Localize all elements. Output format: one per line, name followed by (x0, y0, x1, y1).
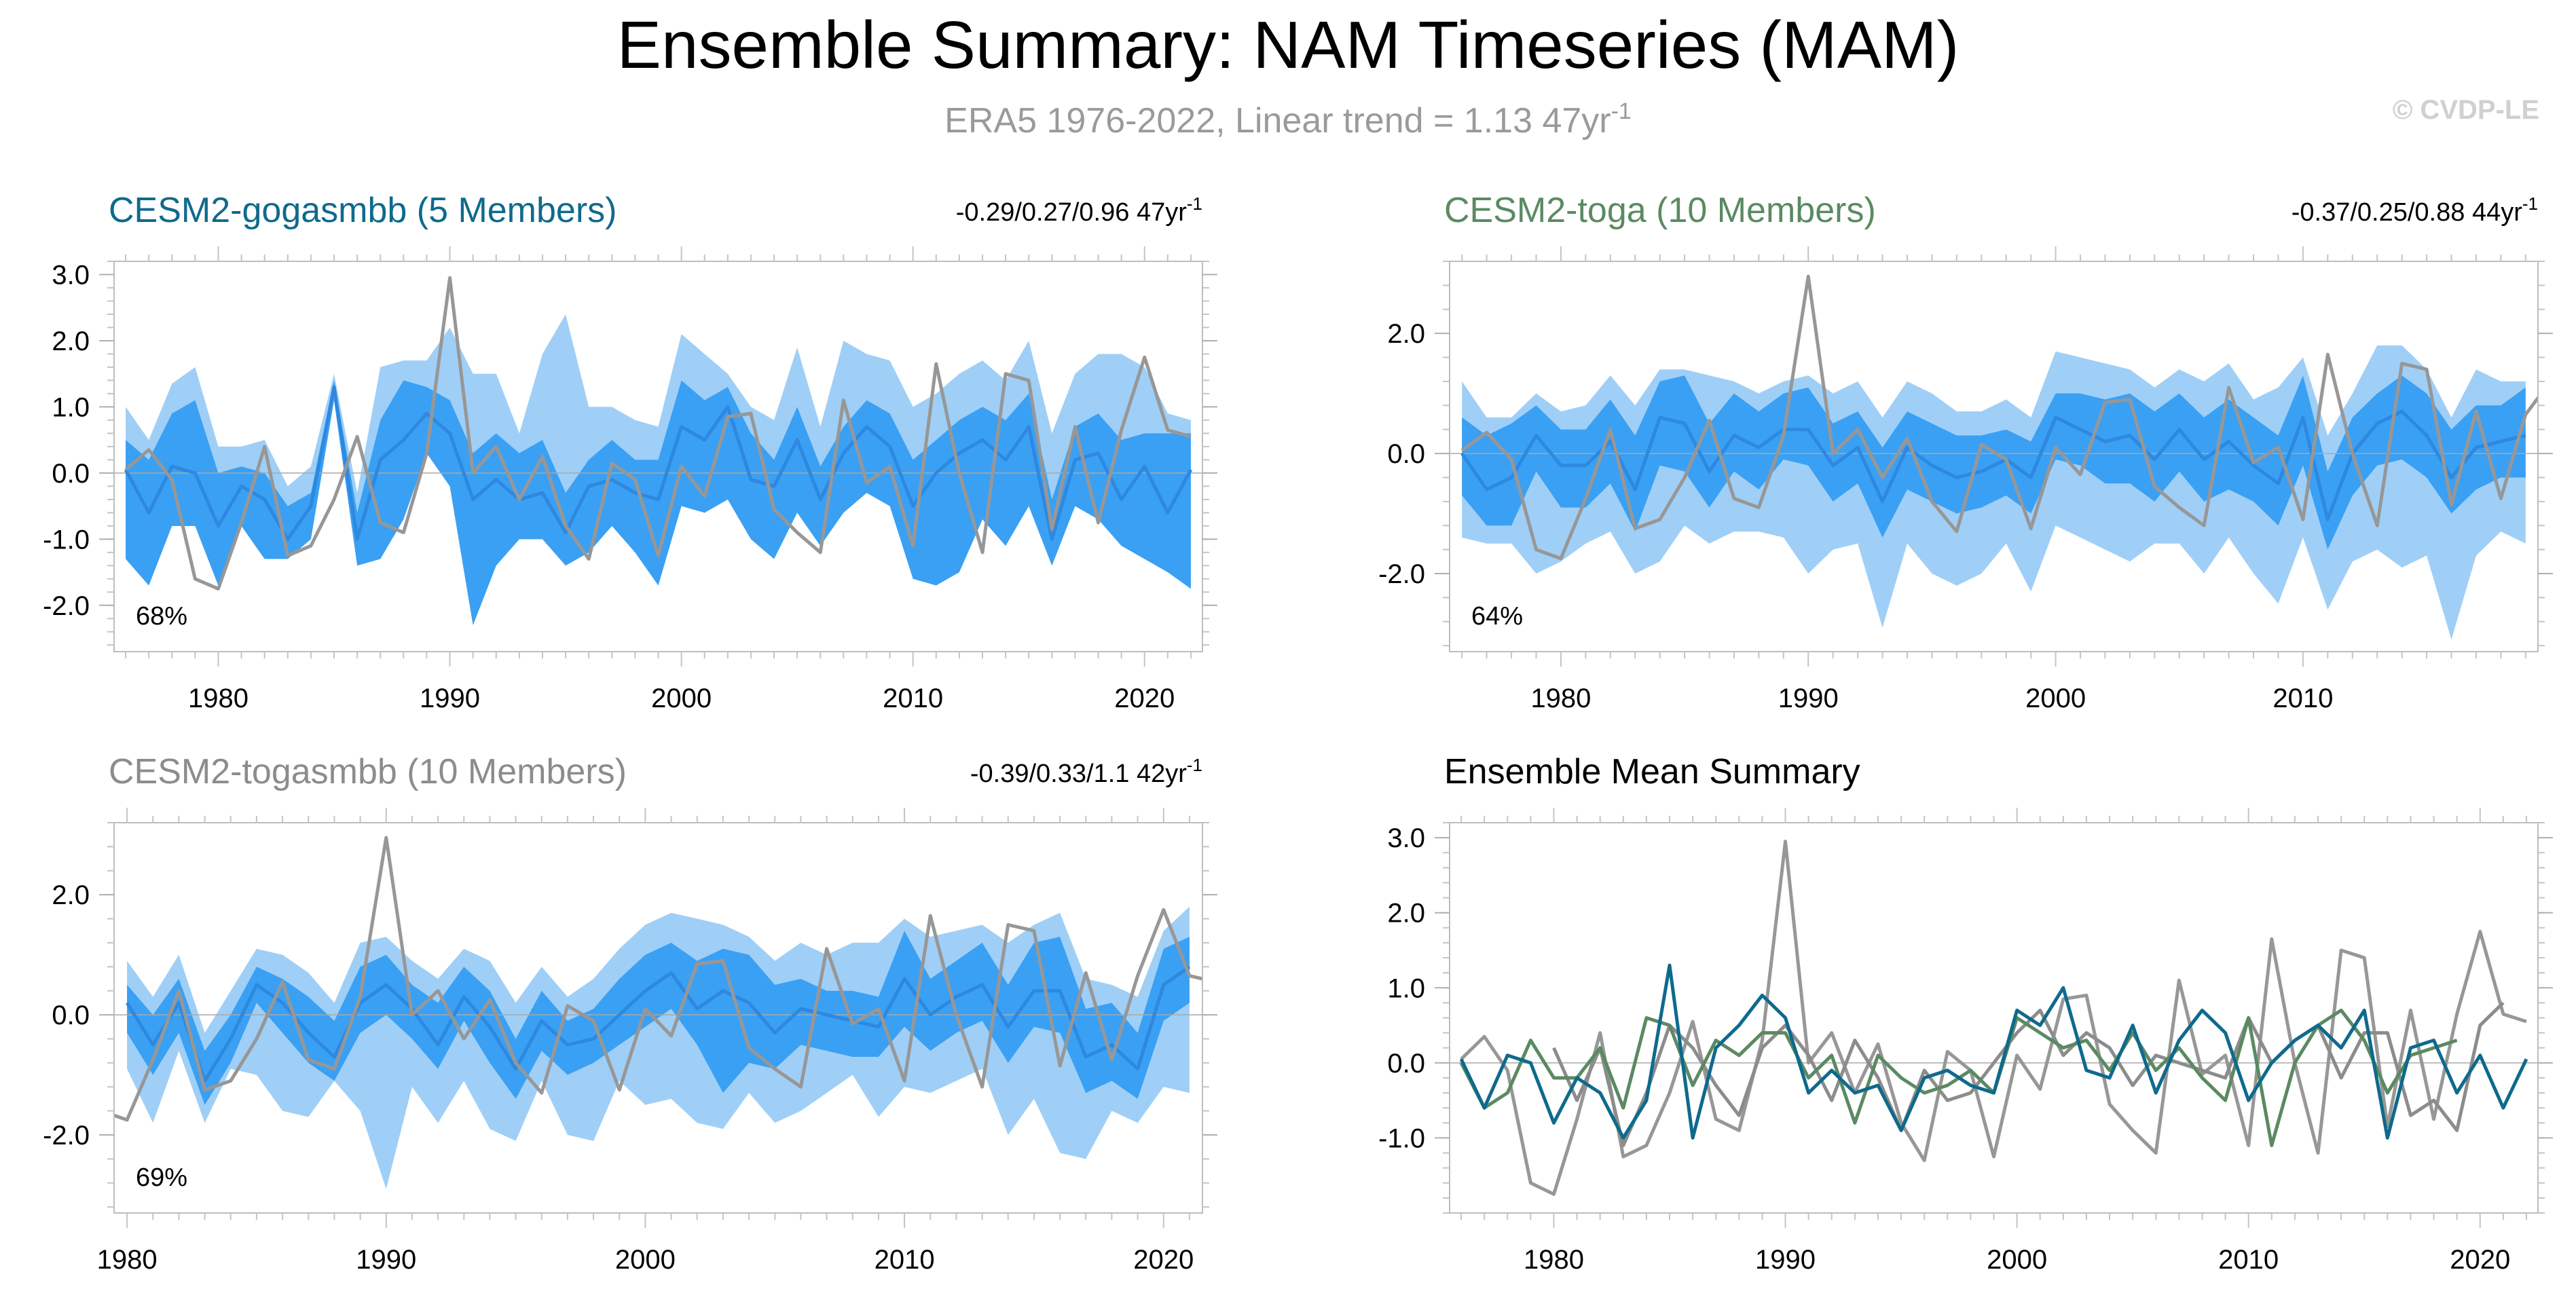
panel-stats-label: -0.37/0.25/0.88 44yr-1 (2292, 193, 2538, 227)
series-line-obs (1460, 840, 2527, 1196)
y-tick-label: 0.0 (52, 1001, 90, 1030)
y-tick-label: -2.0 (1378, 559, 1425, 589)
stats-superscript: -1 (2522, 193, 2538, 214)
ensemble-mean-line (125, 965, 1191, 1083)
inner-spread-band (1462, 375, 2526, 550)
x-tick-label: 1990 (356, 1245, 416, 1275)
x-tick-label: 2010 (2273, 684, 2333, 713)
y-tick-label: 2.0 (1387, 319, 1425, 349)
panel-togasmbb: 2.0 0.0 -2.0 1980 1990 2000 2010 2020 CESM2-toga… (43, 752, 1217, 1275)
y-tick-label: 3.0 (52, 260, 90, 290)
panel-title: CESM2-gogasmbb (5 Members) (109, 191, 617, 230)
plot-area (114, 836, 1202, 1189)
x-tick-label: 2020 (1114, 684, 1175, 713)
x-tick-label: 1990 (420, 684, 480, 713)
y-tick-label: -1.0 (1378, 1123, 1425, 1153)
subtitle-main: ERA5 1976-2022, Linear trend = 1.13 47yr (944, 101, 1611, 141)
y-tick-label: -1.0 (43, 525, 90, 555)
y-tick-label: -2.0 (43, 591, 90, 621)
y-tick-label: 2.0 (1387, 899, 1425, 929)
x-tick-label: 2000 (1987, 1245, 2047, 1275)
panel-stats-label: -0.29/0.27/0.96 47yr-1 (956, 193, 1202, 227)
plot-frame (113, 822, 1203, 1214)
figure-title: Ensemble Summary: NAM Timeseries (MAM) (617, 7, 1959, 82)
percent-label: 69% (136, 1163, 187, 1192)
stats-value: -0.37/0.25/0.88 44yr (2292, 198, 2522, 227)
x-tick-label: 2010 (875, 1245, 935, 1275)
observed-line (124, 276, 1192, 591)
panel-title: Ensemble Mean Summary (1444, 752, 1860, 791)
copyright-label: © CVDP-LE (2393, 95, 2539, 125)
plot-area (114, 276, 1202, 626)
plot-frame (1449, 261, 2539, 652)
x-tick-label: 1980 (188, 684, 249, 713)
y-tick-label: 1.0 (52, 392, 90, 422)
x-tick-label: 2010 (883, 684, 943, 713)
percent-label: 64% (1471, 602, 1523, 631)
x-tick-label: 2000 (615, 1245, 676, 1275)
stats-superscript: -1 (1187, 193, 1202, 214)
inner-spread-band (126, 380, 1191, 626)
series-line-gogasmbb (1459, 963, 2528, 1140)
y-tick-label: 0.0 (1387, 1049, 1425, 1079)
x-tick-label: 2010 (2218, 1245, 2279, 1275)
y-tick-label: -2.0 (43, 1121, 90, 1151)
x-tick-label: 1990 (1755, 1245, 1816, 1275)
x-tick-label: 1990 (1778, 684, 1839, 713)
y-tick-label: 2.0 (52, 880, 90, 910)
panel-title: CESM2-toga (10 Members) (1444, 191, 1876, 230)
panel-toga: 2.0 0.0 -2.0 1980 1990 2000 2010 CESM2-toga (10… (1378, 191, 2553, 713)
observed-line (1460, 274, 2538, 561)
stats-value: -0.39/0.33/1.1 42yr (970, 760, 1187, 788)
series-line-togasmbb (1552, 1001, 2505, 1147)
y-tick-label: 2.0 (52, 326, 90, 356)
panel-title: CESM2-togasmbb (10 Members) (109, 752, 627, 791)
subtitle-superscript: -1 (1611, 98, 1632, 124)
figure-subtitle: ERA5 1976-2022, Linear trend = 1.13 47yr… (944, 98, 1632, 141)
y-tick-label: 3.0 (1387, 823, 1425, 853)
y-tick-label: 0.0 (1387, 439, 1425, 469)
panel-stats-label: -0.39/0.33/1.1 42yr-1 (970, 755, 1202, 788)
y-tick-label: 1.0 (1387, 973, 1425, 1003)
x-tick-label: 1980 (1530, 684, 1591, 713)
x-tick-label: 2020 (2450, 1245, 2510, 1275)
plot-area (1450, 840, 2538, 1196)
percent-label: 68% (136, 602, 187, 631)
x-tick-label: 1980 (97, 1245, 158, 1275)
ensemble-mean-line (124, 385, 1193, 541)
observed-line (114, 836, 1202, 1122)
x-tick-label: 2000 (2025, 684, 2086, 713)
panel-ensemble-mean-summary: 3.0 2.0 1.0 0.0 -1.0 1980 1990 2000 2010 2020 Ense… (1378, 752, 2553, 1275)
ensemble-mean-line (1460, 409, 2526, 521)
panel-gogasmbb: 3.0 2.0 1.0 0.0 -1.0 -2.0 1980 1990 2000 2010 2020… (43, 191, 1217, 713)
x-tick-label: 2000 (651, 684, 712, 713)
stats-value: -0.29/0.27/0.96 47yr (956, 198, 1187, 227)
x-tick-label: 2020 (1133, 1245, 1194, 1275)
y-tick-label: 0.0 (52, 459, 90, 489)
plot-area (1450, 274, 2538, 640)
stats-superscript: -1 (1187, 755, 1202, 775)
inner-spread-band (127, 931, 1190, 1105)
x-tick-label: 1980 (1524, 1245, 1584, 1275)
